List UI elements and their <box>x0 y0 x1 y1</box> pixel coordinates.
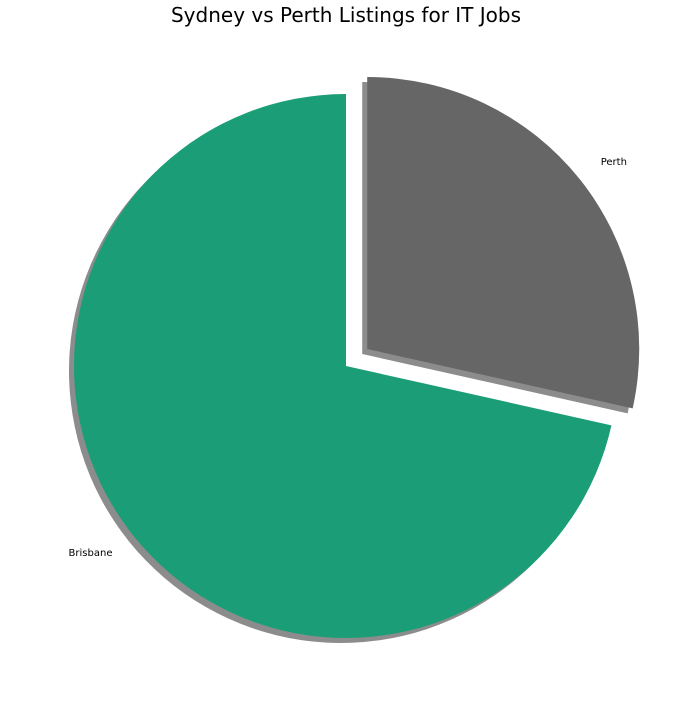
pie-slice-brisbane <box>73 94 612 638</box>
chart-title: Sydney vs Perth Listings for IT Jobs <box>171 3 521 27</box>
slice-label-perth: Perth <box>601 157 627 168</box>
label-layer: Perth Brisbane <box>69 157 627 559</box>
pie-slice-perth <box>367 76 640 409</box>
slice-layer <box>73 76 640 638</box>
slice-label-brisbane: Brisbane <box>69 548 113 559</box>
